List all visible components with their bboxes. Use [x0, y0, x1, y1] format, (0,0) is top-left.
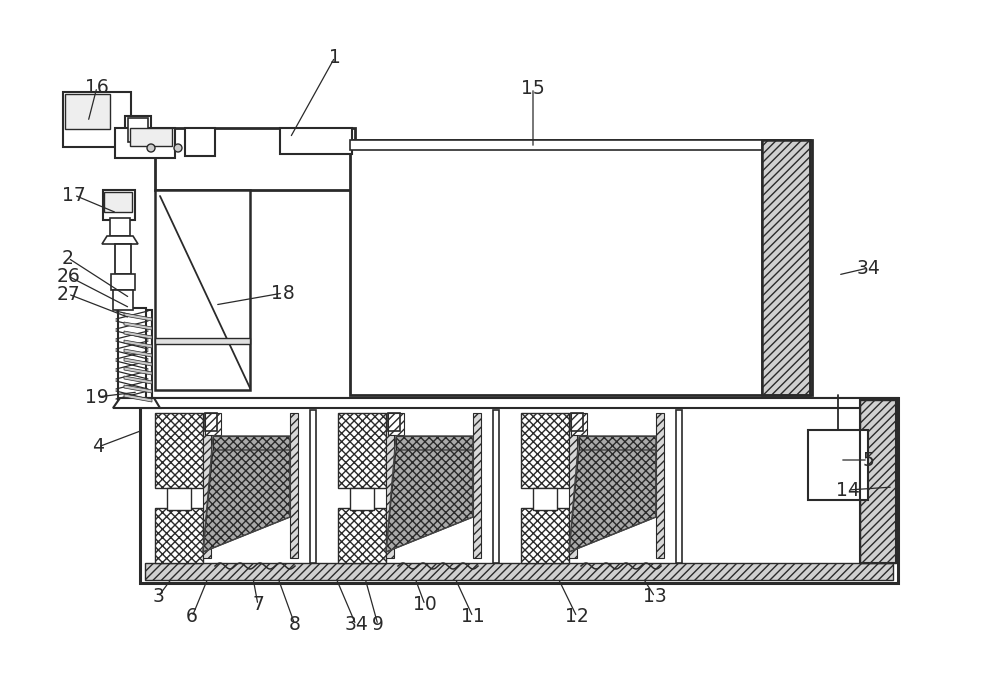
- Polygon shape: [124, 385, 152, 393]
- Text: 16: 16: [85, 77, 109, 97]
- Bar: [338, 508, 386, 563]
- Bar: [762, 140, 810, 395]
- Text: 7: 7: [252, 595, 264, 614]
- Bar: [521, 508, 569, 563]
- Bar: [860, 400, 896, 563]
- Polygon shape: [124, 349, 152, 357]
- Text: 6: 6: [186, 608, 198, 627]
- Text: 5: 5: [862, 451, 874, 469]
- Bar: [310, 410, 316, 563]
- Bar: [155, 128, 355, 190]
- Bar: [205, 413, 217, 431]
- Bar: [676, 410, 682, 563]
- Bar: [103, 190, 135, 220]
- Circle shape: [174, 144, 182, 152]
- Polygon shape: [124, 394, 152, 402]
- Text: 8: 8: [289, 616, 301, 634]
- Polygon shape: [124, 340, 152, 348]
- Bar: [185, 128, 215, 156]
- Polygon shape: [124, 322, 152, 330]
- Polygon shape: [579, 436, 656, 450]
- Bar: [110, 218, 130, 236]
- Bar: [569, 413, 577, 558]
- Bar: [350, 140, 762, 150]
- Text: 14: 14: [836, 480, 860, 499]
- Bar: [125, 116, 151, 144]
- Text: 15: 15: [521, 79, 545, 97]
- Bar: [860, 400, 896, 563]
- Bar: [386, 413, 394, 558]
- Bar: [155, 190, 250, 390]
- Polygon shape: [124, 358, 152, 366]
- Bar: [533, 488, 557, 510]
- Bar: [280, 128, 352, 154]
- Polygon shape: [213, 436, 290, 450]
- Text: 4: 4: [92, 438, 104, 456]
- Bar: [762, 140, 810, 395]
- Bar: [388, 413, 400, 431]
- Bar: [388, 413, 404, 435]
- Bar: [521, 413, 569, 488]
- Bar: [115, 128, 175, 158]
- Text: 11: 11: [461, 608, 485, 627]
- Bar: [111, 274, 135, 290]
- Bar: [493, 410, 499, 563]
- Bar: [571, 413, 587, 435]
- Bar: [130, 128, 172, 146]
- Circle shape: [147, 144, 155, 152]
- Bar: [205, 413, 221, 435]
- Polygon shape: [386, 450, 473, 552]
- Polygon shape: [124, 331, 152, 339]
- Bar: [145, 563, 893, 580]
- Text: 10: 10: [413, 595, 437, 614]
- Bar: [63, 92, 131, 147]
- Polygon shape: [124, 313, 152, 321]
- Polygon shape: [396, 436, 473, 450]
- Text: 13: 13: [643, 588, 667, 606]
- Text: 9: 9: [372, 616, 384, 634]
- Polygon shape: [124, 376, 152, 384]
- Polygon shape: [102, 236, 138, 244]
- Polygon shape: [203, 450, 290, 552]
- Polygon shape: [569, 450, 656, 552]
- Text: 34: 34: [856, 258, 880, 277]
- Bar: [128, 118, 148, 142]
- Bar: [113, 290, 133, 310]
- Text: 12: 12: [565, 608, 589, 627]
- Bar: [656, 413, 664, 558]
- Bar: [571, 413, 583, 431]
- Bar: [338, 413, 386, 488]
- Bar: [124, 310, 152, 400]
- Bar: [104, 192, 132, 212]
- Bar: [290, 413, 298, 558]
- Text: 18: 18: [271, 284, 295, 303]
- Bar: [155, 508, 203, 563]
- Bar: [167, 488, 191, 510]
- Bar: [115, 244, 131, 274]
- Text: 26: 26: [56, 266, 80, 286]
- Bar: [350, 488, 374, 510]
- Bar: [118, 308, 146, 403]
- Bar: [140, 398, 898, 408]
- Bar: [203, 413, 211, 558]
- Bar: [350, 140, 812, 395]
- Text: 1: 1: [329, 47, 341, 66]
- Polygon shape: [124, 367, 152, 375]
- Bar: [140, 398, 898, 583]
- Text: 2: 2: [62, 249, 74, 268]
- Bar: [155, 338, 250, 344]
- Text: 34: 34: [344, 616, 368, 634]
- Text: 17: 17: [62, 186, 86, 205]
- Bar: [65, 94, 110, 129]
- Text: 27: 27: [56, 284, 80, 303]
- Polygon shape: [113, 398, 160, 408]
- Text: 3: 3: [152, 588, 164, 606]
- Bar: [155, 413, 203, 488]
- Text: 19: 19: [85, 388, 109, 406]
- Bar: [473, 413, 481, 558]
- Bar: [808, 430, 868, 500]
